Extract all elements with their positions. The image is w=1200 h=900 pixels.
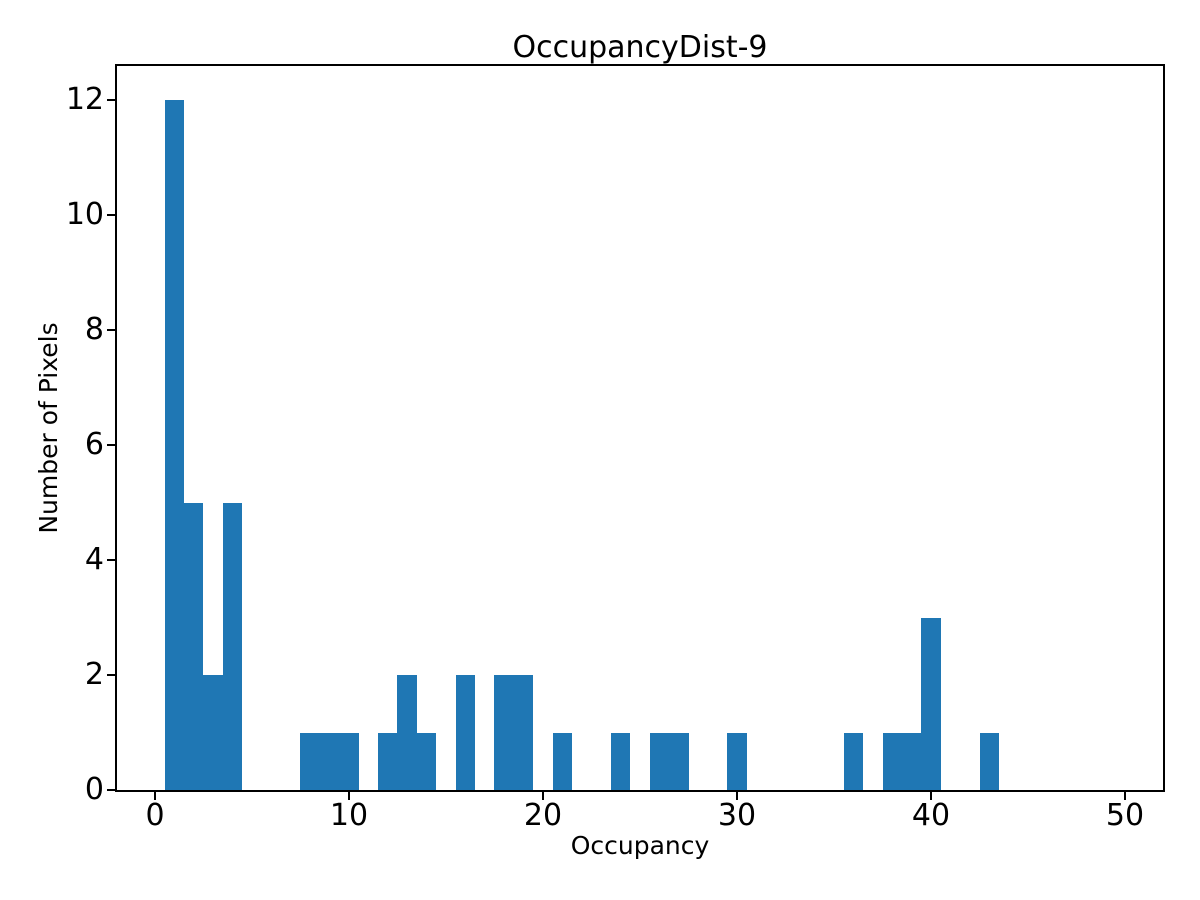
y-tick-label: 12	[65, 82, 104, 117]
histogram-bar	[223, 503, 242, 790]
histogram-bar	[320, 733, 339, 790]
x-tick-label: 0	[145, 798, 165, 833]
y-tick-label: 6	[84, 427, 104, 462]
histogram-bar	[456, 675, 475, 790]
y-tick-label: 8	[84, 312, 104, 347]
x-tick-label: 20	[523, 798, 563, 833]
histogram-bar	[553, 733, 572, 790]
histogram-bar	[339, 733, 359, 790]
x-tick-mark	[930, 792, 932, 800]
y-tick-mark	[107, 329, 115, 331]
y-tick-mark	[107, 214, 115, 216]
histogram-bar	[514, 675, 533, 790]
histogram-bar	[397, 675, 417, 790]
plot-area	[115, 64, 1165, 792]
x-tick-mark	[542, 792, 544, 800]
histogram-bar	[844, 733, 863, 790]
histogram-bar	[669, 733, 689, 790]
histogram-bar	[494, 675, 514, 790]
x-tick-mark	[348, 792, 350, 800]
histogram-bar	[611, 733, 630, 790]
histogram-bar	[980, 733, 999, 790]
chart-title: OccupancyDist-9	[512, 30, 768, 65]
y-tick-label: 4	[84, 542, 104, 577]
histogram-bar	[650, 733, 669, 790]
y-tick-mark	[107, 444, 115, 446]
y-tick-mark	[107, 559, 115, 561]
x-tick-mark	[1124, 792, 1126, 800]
x-tick-label: 30	[717, 798, 757, 833]
histogram-bar	[203, 675, 223, 790]
y-tick-mark	[107, 99, 115, 101]
histogram-bar	[184, 503, 203, 790]
y-tick-mark	[107, 789, 115, 791]
y-tick-label: 0	[84, 772, 104, 807]
x-tick-mark	[736, 792, 738, 800]
y-tick-label: 10	[65, 197, 104, 232]
histogram-bar	[902, 733, 921, 790]
histogram-bar	[727, 733, 747, 790]
histogram-bar	[378, 733, 397, 790]
histogram-bar	[921, 618, 941, 790]
x-tick-label: 10	[329, 798, 369, 833]
x-tick-mark	[154, 792, 156, 800]
y-tick-mark	[107, 674, 115, 676]
histogram-bar	[300, 733, 320, 790]
histogram-bar	[165, 100, 184, 790]
x-axis-label: Occupancy	[570, 831, 710, 860]
histogram-bar	[417, 733, 436, 790]
x-tick-label: 50	[1105, 798, 1145, 833]
histogram-bar	[883, 733, 902, 790]
x-tick-label: 40	[911, 798, 951, 833]
y-tick-label: 2	[84, 657, 104, 692]
